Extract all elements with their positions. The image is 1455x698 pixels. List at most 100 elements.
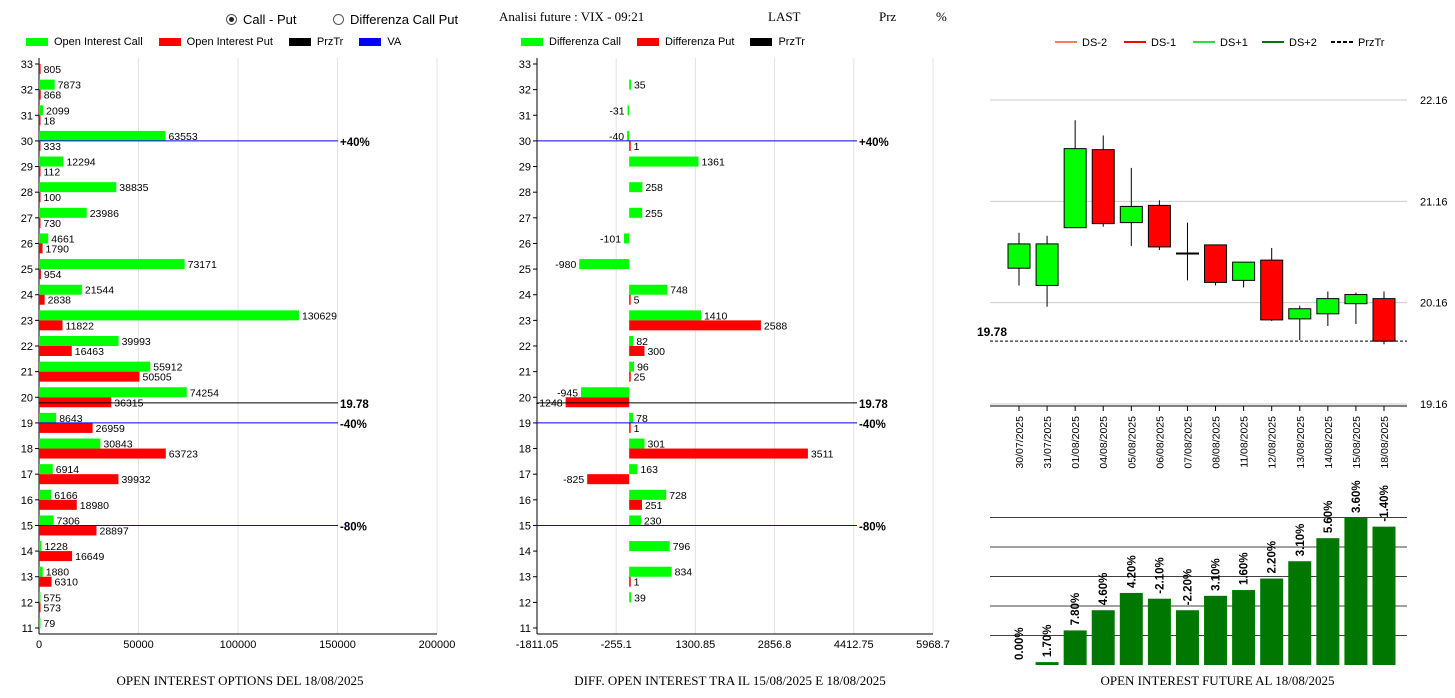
chart-diff-open-interest: -1811.05 -255.1 1300.85 2856.8 4412.75 5968.7… xyxy=(516,58,950,651)
bar xyxy=(629,320,761,331)
data-label: -945 xyxy=(557,387,578,399)
ref-label: +40% xyxy=(340,137,370,149)
data-label: 573 xyxy=(44,602,62,614)
bar xyxy=(39,387,187,398)
bar xyxy=(39,64,41,74)
prz-label: Prz xyxy=(879,9,897,24)
legend-swatch xyxy=(288,38,311,46)
data-label: 258 xyxy=(645,182,663,194)
bar xyxy=(39,499,77,510)
x-tick-label: 14/08/2025 xyxy=(1323,416,1335,469)
data-label: 21544 xyxy=(85,285,114,297)
data-label: 28897 xyxy=(100,525,129,537)
data-label: 63723 xyxy=(169,449,198,461)
data-label: 6914 xyxy=(56,464,80,476)
data-label: -40 xyxy=(609,131,624,143)
data-label: 163 xyxy=(640,464,658,476)
data-label: 2838 xyxy=(48,295,72,307)
bar xyxy=(629,182,643,193)
bar xyxy=(39,294,45,305)
bar xyxy=(581,387,630,398)
data-label: 7306 xyxy=(57,515,81,527)
ref-label: 19.78 xyxy=(859,399,888,411)
ref-label: -40% xyxy=(859,419,886,431)
y-tick-label: 15 xyxy=(519,520,531,532)
candle-body xyxy=(1147,204,1171,248)
data-label: 78 xyxy=(636,413,648,425)
bar xyxy=(629,207,643,218)
y-tick-label: 30 xyxy=(21,136,33,148)
bar xyxy=(629,336,634,346)
candle-body xyxy=(1091,149,1115,225)
data-label: 130629 xyxy=(302,310,337,322)
data-label: 96 xyxy=(637,362,649,374)
bar xyxy=(629,515,641,526)
y-tick-label: 23 xyxy=(519,315,531,327)
y-tick-label: 31 xyxy=(21,110,33,122)
y-tick-label: 18 xyxy=(519,444,531,456)
bar xyxy=(629,422,631,433)
data-label: 1 xyxy=(634,423,640,435)
data-label: 38835 xyxy=(119,182,148,194)
radio-call-put[interactable]: Call - Put xyxy=(226,12,296,27)
data-label: 1880 xyxy=(46,567,70,579)
bar xyxy=(39,140,41,151)
data-label: 728 xyxy=(669,490,687,502)
y-tick-label: 13 xyxy=(21,572,33,584)
candle-body xyxy=(1063,148,1087,229)
bar xyxy=(39,541,42,552)
data-label: 0.00% xyxy=(1014,627,1026,660)
bar xyxy=(39,422,93,433)
data-label: 82 xyxy=(636,336,648,348)
x-tick-label: 18/08/2025 xyxy=(1379,416,1391,469)
data-label: 8643 xyxy=(59,413,83,425)
radio-unselected-icon xyxy=(333,14,344,25)
data-label: 230 xyxy=(644,515,662,527)
radio-differenza[interactable]: Differenza Call Put xyxy=(333,12,458,27)
data-label: 39993 xyxy=(122,336,151,348)
candle-body xyxy=(1232,261,1256,281)
bar xyxy=(39,438,101,449)
bar xyxy=(1147,598,1171,665)
data-label: 12294 xyxy=(66,157,95,169)
y-tick-label: 19 xyxy=(519,418,531,430)
data-label: -2.10% xyxy=(1154,557,1166,593)
data-label: 18 xyxy=(44,115,56,127)
x-tick-label: 30/07/2025 xyxy=(1014,416,1026,469)
footer-diff: DIFF. OPEN INTEREST TRA IL 15/08/2025 E … xyxy=(574,673,886,688)
legend-swatch xyxy=(158,38,181,46)
data-label: 112 xyxy=(44,167,61,179)
y-tick-label: 12 xyxy=(21,597,33,609)
ref-label: -80% xyxy=(859,521,886,533)
bar xyxy=(629,576,631,587)
footer-future: OPEN INTEREST FUTURE AL 18/08/2025 xyxy=(1100,673,1335,688)
y-tick-label: 22 xyxy=(519,341,531,353)
bar xyxy=(39,284,82,295)
legend-label: Open Interest Call xyxy=(54,36,143,48)
data-label: 3.10% xyxy=(1211,558,1223,591)
data-label: 63553 xyxy=(168,131,197,143)
bar xyxy=(1372,526,1396,665)
y-tick-label: 33 xyxy=(519,59,531,71)
x-tick-label: 50000 xyxy=(123,639,154,651)
y-tick-label: 21 xyxy=(21,367,33,379)
bar xyxy=(629,489,667,500)
bar xyxy=(39,156,64,167)
bar xyxy=(39,515,54,526)
legend-swatch xyxy=(26,38,48,46)
data-label: 39 xyxy=(634,592,646,604)
data-label: 1.70% xyxy=(1042,625,1054,658)
bar xyxy=(39,602,41,613)
chart-candlestick: 19.16 20.16 21.16 22.16 30/07/2025 31/07/2025… xyxy=(977,95,1448,469)
bar xyxy=(629,294,631,305)
candle-body xyxy=(1344,294,1368,305)
data-label: -1.40% xyxy=(1379,485,1391,521)
bar xyxy=(39,474,119,485)
x-tick-label: 1300.85 xyxy=(676,639,716,651)
bar xyxy=(629,448,808,459)
bar xyxy=(39,79,55,90)
bar xyxy=(629,592,632,603)
data-label: 25 xyxy=(634,372,646,384)
ref-label: -80% xyxy=(340,521,367,533)
bar xyxy=(629,140,631,151)
